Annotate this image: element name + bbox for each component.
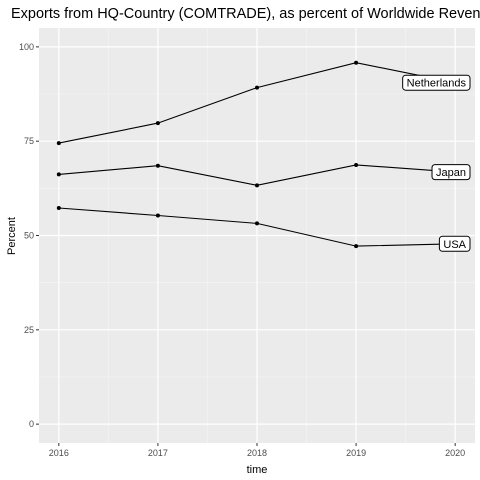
data-point bbox=[354, 244, 359, 249]
y-tick-label: 75 bbox=[24, 136, 34, 146]
series-label: Netherlands bbox=[402, 74, 471, 91]
y-tick-label: 0 bbox=[29, 419, 34, 429]
x-tick-label: 2020 bbox=[445, 448, 465, 458]
x-tick-label: 2017 bbox=[148, 448, 168, 458]
label-box bbox=[431, 164, 471, 181]
series-label: USA bbox=[438, 235, 471, 252]
major-gridlines bbox=[39, 28, 475, 443]
data-point bbox=[56, 141, 61, 146]
data-point bbox=[155, 121, 160, 126]
data-point bbox=[255, 85, 259, 90]
x-tick-label: 2018 bbox=[247, 448, 267, 458]
data-point bbox=[354, 60, 359, 65]
x-axis: 2016 2017 2018 2019 2020 bbox=[49, 443, 465, 458]
y-tick-label: 50 bbox=[24, 231, 34, 241]
chart-title: Exports from HQ-Country (COMTRADE), as p… bbox=[11, 6, 480, 22]
label-box bbox=[402, 74, 471, 91]
label-box bbox=[438, 235, 471, 252]
data-point bbox=[56, 205, 61, 210]
series-layer bbox=[56, 60, 456, 249]
y-tick-label: 25 bbox=[24, 325, 34, 335]
label-text: Japan bbox=[436, 167, 466, 179]
data-point bbox=[155, 213, 160, 218]
data-point bbox=[354, 162, 359, 167]
data-point bbox=[255, 221, 259, 226]
y-axis-title: Percent bbox=[6, 217, 18, 255]
data-point bbox=[155, 163, 160, 168]
y-tick-label: 100 bbox=[19, 42, 34, 52]
series-netherlands bbox=[56, 60, 456, 146]
x-tick-label: 2019 bbox=[346, 448, 366, 458]
label-text: USA bbox=[443, 239, 466, 251]
x-tick-label: 2016 bbox=[49, 448, 69, 458]
series-usa bbox=[56, 205, 456, 249]
data-point bbox=[56, 172, 61, 177]
series-japan bbox=[56, 162, 456, 188]
label-text: Netherlands bbox=[407, 78, 467, 90]
series-labels: Netherlands Japan USA bbox=[402, 74, 471, 252]
x-axis-title: time bbox=[247, 464, 268, 476]
y-axis: 0 25 50 75 100 bbox=[19, 42, 39, 429]
series-label: Japan bbox=[431, 164, 471, 181]
data-point bbox=[255, 183, 259, 188]
